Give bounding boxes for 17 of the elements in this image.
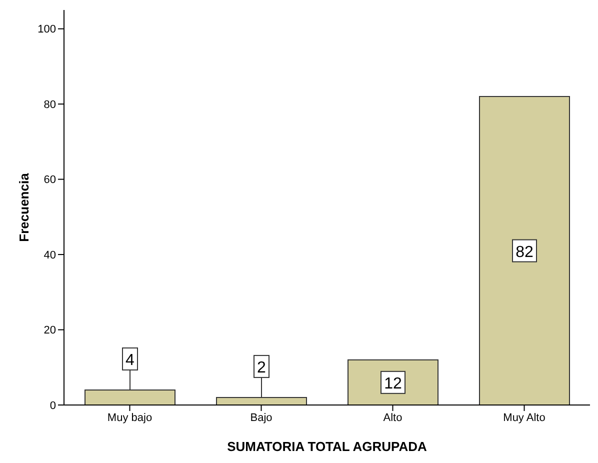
x-tick-label: Muy Alto (503, 412, 546, 424)
x-tick-label: Bajo (250, 412, 272, 424)
y-tick-label: 60 (44, 174, 56, 186)
y-tick-label: 100 (38, 24, 56, 36)
data-label: 2 (257, 359, 266, 376)
data-label: 82 (516, 244, 534, 261)
x-tick-label: Muy bajo (107, 412, 152, 424)
y-axis-title: Frecuencia (16, 172, 32, 242)
y-tick-label: 40 (44, 249, 56, 262)
y-tick-label: 20 (44, 324, 56, 337)
data-label: 4 (126, 352, 135, 369)
data-label: 12 (384, 375, 402, 392)
x-tick-label: Alto (383, 412, 402, 424)
x-axis-title: SUMATORIA TOTAL AGRUPADA (227, 439, 428, 454)
y-tick-label: 80 (44, 98, 56, 111)
y-tick-label: 0 (50, 400, 56, 412)
bar (479, 96, 570, 405)
